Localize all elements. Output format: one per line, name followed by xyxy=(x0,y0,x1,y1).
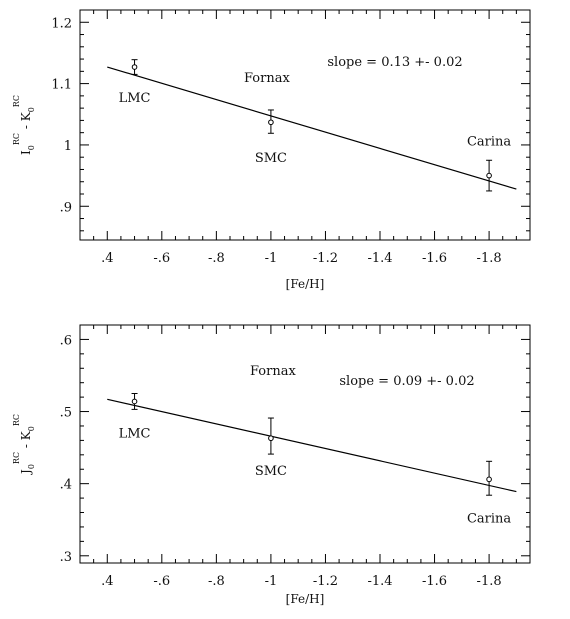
point-label: Fornax xyxy=(244,71,290,86)
point-label: SMC xyxy=(255,464,287,479)
point-label: Carina xyxy=(467,511,511,526)
point-label: LMC xyxy=(119,91,151,106)
slope-annotation: slope = 0.13 +- 0.02 xyxy=(327,55,462,70)
slope-annotation: slope = 0.09 +- 0.02 xyxy=(339,374,474,389)
x-tick-label: -.6 xyxy=(153,251,170,266)
plot-frame xyxy=(79,9,531,241)
x-tick-label: -1.2 xyxy=(313,574,338,589)
x-tick-label: .4 xyxy=(101,574,113,589)
y-tick-label: 1 xyxy=(64,139,72,154)
point-label: SMC xyxy=(255,151,287,166)
y-tick-label: .9 xyxy=(60,200,72,215)
data-point xyxy=(268,119,274,126)
x-tick-label: -1.4 xyxy=(367,251,392,266)
y-tick-label: 1.2 xyxy=(51,16,72,31)
data-point xyxy=(131,398,138,405)
y-tick-label: .5 xyxy=(60,406,72,421)
y-axis-title: J0RC - K0RC xyxy=(12,414,36,476)
y-axis-title: I0RC - K0RC xyxy=(12,95,36,155)
point-label: LMC xyxy=(119,426,151,441)
x-tick-label: -.6 xyxy=(153,574,170,589)
x-tick-label: -.8 xyxy=(208,251,225,266)
point-label: Carina xyxy=(467,135,511,150)
x-tick-label: -1 xyxy=(265,251,278,266)
x-tick-label: -1.6 xyxy=(422,574,447,589)
x-axis-title: [Fe/H] xyxy=(286,277,325,291)
y-tick-label: .3 xyxy=(60,550,72,565)
point-label: Fornax xyxy=(250,364,296,379)
x-tick-label: -.8 xyxy=(208,574,225,589)
y-tick-label: 1.1 xyxy=(51,78,72,93)
data-point xyxy=(131,64,138,70)
x-tick-label: -1.6 xyxy=(422,251,447,266)
x-tick-label: .4 xyxy=(101,251,113,266)
y-tick-label: .6 xyxy=(60,333,72,348)
bottom-panel: .4 -.6 -.8 -1 -1.2 -1.4 -1.6 -1.8 .3 .4 .5 .6 [Fe/H]… xyxy=(12,324,531,606)
data-point xyxy=(268,435,274,442)
data-point xyxy=(486,172,492,179)
plot-frame xyxy=(79,324,531,564)
x-tick-label: -1.8 xyxy=(477,574,502,589)
top-panel: .4 -.6 -.8 -1 -1.2 -1.4 -1.6 -1.8 .9 1 1.1 1.2 [Fe/H… xyxy=(12,9,531,291)
x-tick-label: -1.4 xyxy=(367,574,392,589)
x-tick-label: -1.2 xyxy=(313,251,338,266)
x-axis-title: [Fe/H] xyxy=(286,592,325,606)
data-point xyxy=(486,476,492,483)
x-tick-label: -1.8 xyxy=(477,251,502,266)
x-tick-label: -1 xyxy=(265,574,278,589)
y-tick-label: .4 xyxy=(60,478,72,493)
fit-line xyxy=(107,66,517,190)
fit-line xyxy=(107,398,517,493)
